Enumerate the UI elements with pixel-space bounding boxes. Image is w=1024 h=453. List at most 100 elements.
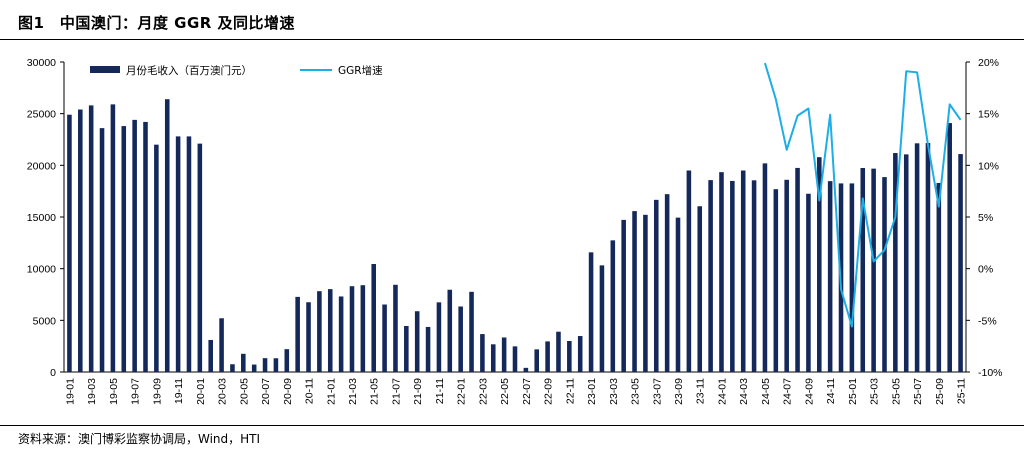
right-tick-label: 10%: [978, 160, 999, 172]
bar: [219, 318, 224, 372]
x-tick-label: 23-03: [608, 378, 620, 405]
ggr-growth-line: [763, 62, 962, 328]
bar: [914, 143, 920, 372]
bottom-divider: [0, 425, 1024, 426]
bar: [643, 214, 648, 372]
bar: [262, 358, 268, 372]
bar: [534, 349, 540, 372]
bar: [404, 326, 409, 372]
bar: [327, 289, 333, 372]
page-title: 图1 中国澳门：月度 GGR 及同比增速: [18, 14, 296, 32]
x-tick-label: 24-07: [782, 378, 794, 405]
bar: [121, 126, 127, 372]
x-tick-label: 25-11: [956, 378, 968, 404]
bar: [556, 331, 561, 372]
bar: [773, 189, 779, 372]
legend-bar-label: 月份毛收入（百万澳门元）: [126, 64, 252, 77]
bar: [523, 367, 529, 372]
x-tick-label: 19-01: [64, 378, 76, 405]
bar: [67, 114, 72, 372]
x-tick-label: 21-09: [412, 378, 424, 405]
bar: [458, 306, 463, 372]
bar: [88, 105, 94, 373]
bar: [817, 157, 822, 372]
legend: 月份毛收入（百万澳门元） GGR增速: [90, 64, 383, 77]
bar: [730, 180, 735, 372]
x-tick-label: 22-05: [499, 378, 511, 405]
x-tick-label: 23-09: [673, 378, 685, 405]
bar: [284, 349, 290, 372]
bar: [99, 128, 105, 372]
bar: [480, 334, 485, 372]
bar: [849, 183, 855, 372]
bar: [827, 181, 833, 372]
bar: [360, 285, 366, 372]
bar: [653, 199, 659, 372]
left-tick-label: 0: [50, 367, 56, 379]
left-tick-label: 5000: [33, 315, 57, 327]
left-tick-label: 20000: [27, 160, 56, 172]
x-tick-label: 20-07: [260, 378, 272, 405]
bar: [447, 289, 453, 372]
bar: [469, 291, 474, 372]
bar: [947, 123, 952, 372]
right-tick-label: 5%: [978, 212, 993, 224]
x-tick-label: 20-01: [195, 378, 207, 405]
legend-bar-swatch: [90, 66, 120, 73]
bar: [425, 326, 431, 372]
bar: [241, 353, 246, 372]
x-tick-label: 22-11: [564, 378, 576, 404]
bar: [295, 296, 300, 372]
x-tick-label: 24-03: [738, 378, 750, 405]
x-tick-label: 22-07: [521, 378, 533, 405]
bar: [893, 153, 898, 372]
bar: [599, 265, 605, 372]
chart-axes: [60, 61, 970, 373]
bar: [186, 136, 192, 372]
bar: [338, 296, 344, 372]
legend-line-label: GGR增速: [338, 64, 383, 77]
x-tick-label: 19-03: [86, 378, 98, 405]
x-tick-label: 21-03: [347, 378, 359, 405]
bar: [751, 180, 757, 372]
bar: [154, 144, 159, 372]
source-note: 资料来源：澳门博彩监察协调局，Wind，HTI: [18, 432, 261, 446]
x-tick-label: 21-07: [390, 378, 402, 405]
bar: [414, 311, 420, 372]
right-tick-label: -5%: [978, 315, 997, 327]
x-tick-label: 19-05: [108, 378, 120, 405]
bar: [545, 341, 550, 372]
x-tick-label: 19-11: [173, 378, 185, 404]
x-tick-label: 20-11: [304, 378, 316, 404]
bar: [393, 284, 398, 372]
left-tick-label: 10000: [27, 264, 56, 276]
bar: [610, 240, 616, 372]
right-tick-label: -10%: [978, 367, 1003, 379]
bar: [958, 154, 963, 372]
bar: [306, 302, 311, 372]
x-tick-label: 23-01: [586, 378, 598, 405]
bar: [903, 154, 909, 372]
bar: [436, 302, 442, 372]
bar: [936, 183, 942, 372]
bar: [577, 336, 583, 372]
bar: [490, 344, 496, 372]
x-tick-label: 22-01: [456, 378, 468, 405]
bar: [371, 264, 376, 372]
left-tick-label: 15000: [27, 212, 56, 224]
tick-labels: 0 5000 10000 15000 20000 25000 30000 -10% -5% 0% 5…: [27, 57, 1003, 405]
x-tick-label: 25-03: [869, 378, 881, 405]
x-tick-label: 25-09: [934, 378, 946, 405]
bar: [762, 163, 768, 372]
bar: [871, 168, 876, 372]
bar: [132, 119, 137, 373]
bar: [925, 143, 931, 372]
x-tick-label: 24-09: [803, 378, 815, 405]
bar: [697, 206, 703, 372]
bar: [208, 339, 213, 372]
x-tick-label: 20-03: [217, 378, 229, 405]
bar: [784, 179, 789, 372]
right-tick-label: 0%: [978, 264, 993, 276]
bar: [664, 194, 670, 372]
x-tick-label: 22-09: [543, 378, 555, 405]
